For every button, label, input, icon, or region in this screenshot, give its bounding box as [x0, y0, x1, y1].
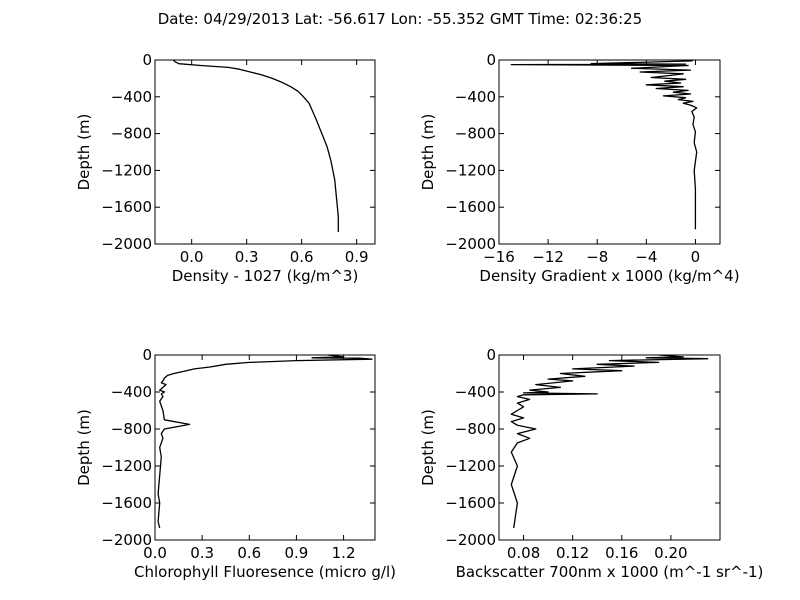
density-gradient-ylabel: Depth (m) — [419, 114, 437, 191]
density-axes-frame — [154, 59, 376, 245]
density-gradient-ytick-label: −1200 — [445, 161, 496, 179]
chlorophyll-ylabel: Depth (m) — [75, 409, 93, 486]
density-gradient-axes-frame — [498, 59, 721, 245]
density-xtick-label: 0.6 — [290, 248, 314, 266]
chlorophyll-ytick-label: −400 — [111, 383, 152, 401]
density-xtick-label: 0.0 — [180, 248, 204, 266]
backscatter-xtick-label: 0.12 — [556, 544, 589, 562]
density-ytick-label: −800 — [111, 125, 152, 143]
density-gradient-ytick-label: −2000 — [445, 235, 496, 253]
figure-title: Date: 04/29/2013 Lat: -56.617 Lon: -55.3… — [158, 10, 642, 28]
chlorophyll-ytick-label: −2000 — [101, 531, 152, 549]
chlorophyll-xlabel: Chlorophyll Fluoresence (micro g/l) — [134, 563, 396, 581]
backscatter-ytick-label: −1200 — [445, 457, 496, 475]
density-gradient-profile-line — [510, 59, 698, 230]
density-ytick-label: −1600 — [101, 198, 152, 216]
density-gradient-xtick-label: −4 — [635, 248, 657, 266]
density-gradient-xlabel: Density Gradient x 1000 (kg/m^4) — [479, 267, 739, 285]
chlorophyll-xtick-label: 0.9 — [284, 544, 308, 562]
chlorophyll-xtick-label: 0.0 — [143, 544, 167, 562]
chlorophyll-ytick-label: −1200 — [101, 457, 152, 475]
backscatter-axes-frame — [498, 354, 721, 541]
density-gradient-xtick-label: −16 — [483, 248, 515, 266]
chlorophyll-profile-line — [157, 354, 373, 529]
density-gradient-ytick-label: −800 — [455, 125, 496, 143]
density-ylabel: Depth (m) — [75, 114, 93, 191]
density-profile-line — [172, 59, 339, 232]
backscatter-xtick-label: 0.16 — [605, 544, 638, 562]
backscatter-panel: 0.08 0.12 0.16 0.20 0 −400 −800 −1200 −1600 −2000… — [419, 346, 763, 581]
backscatter-ytick-label: −400 — [455, 383, 496, 401]
backscatter-ytick-label: 0 — [486, 346, 496, 364]
density-ytick-label: −2000 — [101, 235, 152, 253]
density-ytick-label: 0 — [142, 51, 152, 69]
density-gradient-xtick-label: −8 — [586, 248, 608, 266]
density-gradient-panel: −16 −12 −8 −4 00−400−800−1200−1600−2000Densi… — [419, 51, 740, 285]
backscatter-xtick-label: 0.20 — [654, 544, 687, 562]
density-gradient-xtick-label: −12 — [532, 248, 564, 266]
density-xlabel: Density - 1027 (kg/m^3) — [172, 267, 359, 285]
density-gradient-ytick-label: −1600 — [445, 198, 496, 216]
backscatter-ytick-label: −2000 — [445, 531, 496, 549]
backscatter-ytick-label: −1600 — [445, 494, 496, 512]
density-gradient-ytick-label: 0 — [486, 51, 496, 69]
chlorophyll-panel: 0.0 0.3 0.6 0.9 1.2 0 −400 −800 −1200 −1600 −2000 C… — [75, 346, 396, 581]
chlorophyll-ytick-label: 0 — [142, 346, 152, 364]
density-ytick-label: −400 — [111, 88, 152, 106]
density-ytick-label: −1200 — [101, 161, 152, 179]
density-xtick-label: 0.3 — [235, 248, 259, 266]
chlorophyll-xtick-label: 0.6 — [237, 544, 261, 562]
chlorophyll-xtick-label: 0.3 — [190, 544, 214, 562]
chlorophyll-ytick-label: −800 — [111, 420, 152, 438]
density-xtick-label: 0.9 — [345, 248, 369, 266]
backscatter-profile-line — [510, 354, 709, 529]
chlorophyll-ytick-label: −1600 — [101, 494, 152, 512]
backscatter-ytick-label: −800 — [455, 420, 496, 438]
backscatter-xlabel: Backscatter 700nm x 1000 (m^-1 sr^-1) — [456, 563, 764, 581]
backscatter-ylabel: Depth (m) — [419, 409, 437, 486]
panels: 0.0 0.3 0.6 0.90−400−800−1200−1600−2000Dens… — [75, 51, 763, 581]
chlorophyll-axes-frame — [154, 354, 376, 541]
backscatter-xtick-label: 0.08 — [507, 544, 540, 562]
density-panel: 0.0 0.3 0.6 0.9 0 −400 −800 −1200 −1600 −2000 Dens… — [75, 51, 376, 285]
chlorophyll-xtick-label: 1.2 — [332, 544, 356, 562]
density-gradient-xtick-label: 0 — [691, 248, 701, 266]
density-gradient-ytick-label: −400 — [455, 88, 496, 106]
